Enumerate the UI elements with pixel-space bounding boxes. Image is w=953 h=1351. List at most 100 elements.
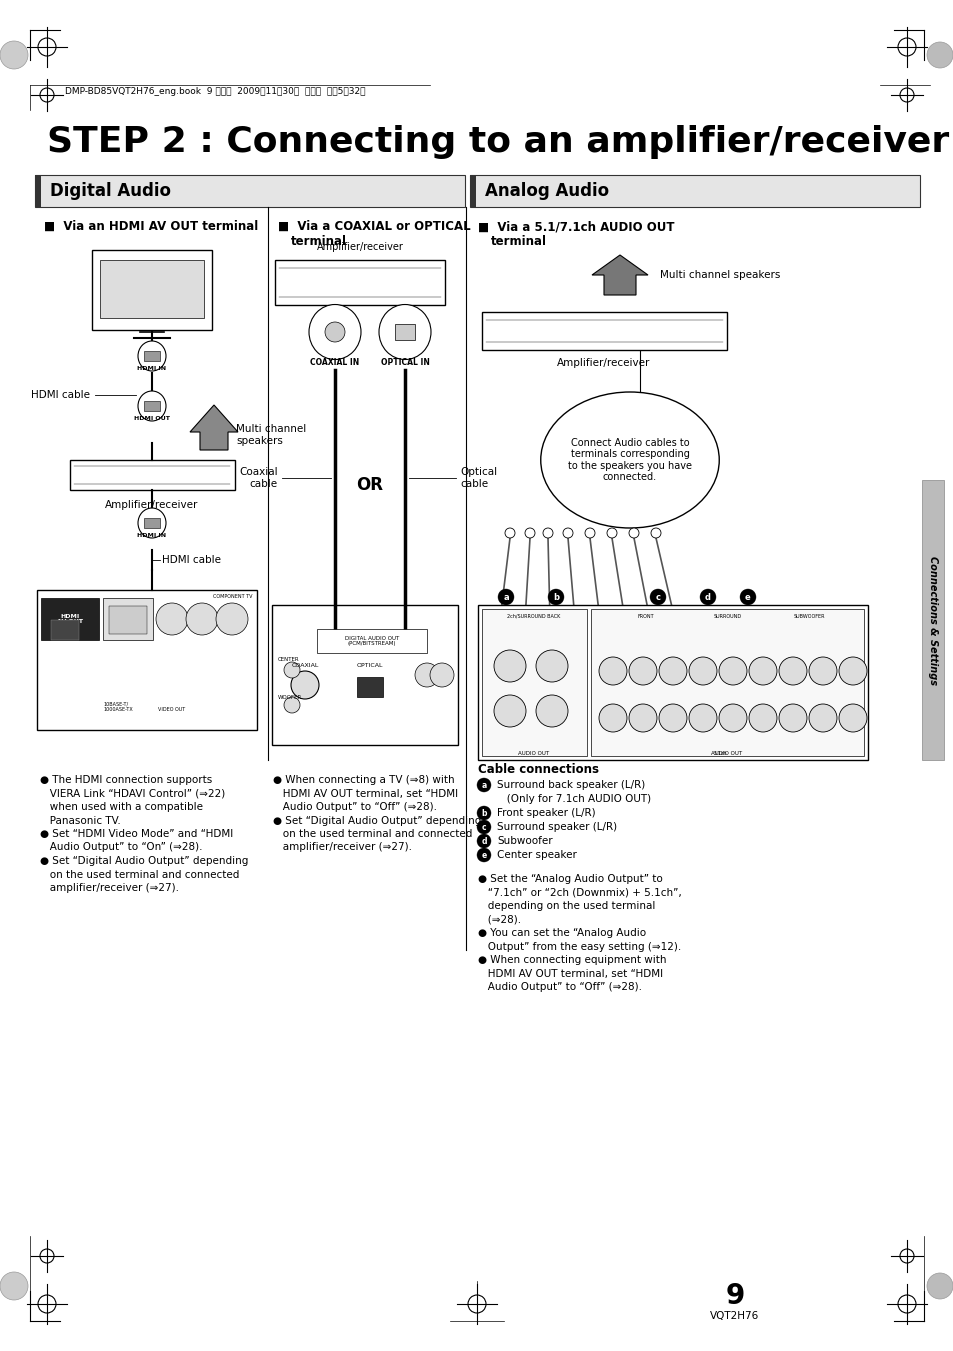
- Circle shape: [598, 704, 626, 732]
- Text: when used with a compatible: when used with a compatible: [40, 802, 203, 812]
- Circle shape: [628, 528, 639, 538]
- Circle shape: [926, 42, 952, 68]
- Ellipse shape: [540, 392, 719, 528]
- Text: Audio Output” to “On” (⇒28).: Audio Output” to “On” (⇒28).: [40, 843, 202, 852]
- Circle shape: [284, 697, 299, 713]
- Circle shape: [476, 848, 491, 862]
- Text: e: e: [744, 593, 750, 601]
- Bar: [470, 176, 476, 207]
- Text: VQT2H76: VQT2H76: [710, 1310, 759, 1321]
- Circle shape: [476, 834, 491, 848]
- Circle shape: [497, 589, 514, 605]
- Polygon shape: [190, 405, 237, 450]
- Circle shape: [649, 589, 665, 605]
- Text: d: d: [480, 836, 486, 846]
- Text: a: a: [481, 781, 486, 789]
- Text: terminal: terminal: [491, 235, 546, 249]
- FancyBboxPatch shape: [481, 609, 586, 757]
- FancyBboxPatch shape: [481, 312, 726, 350]
- FancyBboxPatch shape: [274, 259, 444, 305]
- Text: (Only for 7.1ch AUDIO OUT): (Only for 7.1ch AUDIO OUT): [497, 794, 651, 804]
- Circle shape: [838, 704, 866, 732]
- Circle shape: [719, 657, 746, 685]
- Ellipse shape: [138, 508, 166, 538]
- Text: ● Set the “Analog Audio Output” to: ● Set the “Analog Audio Output” to: [477, 874, 662, 884]
- Text: Front speaker (L/R): Front speaker (L/R): [497, 808, 595, 817]
- Circle shape: [606, 528, 617, 538]
- Bar: [100, 259, 204, 317]
- Text: 10BASE-T/
1000ASE-TX: 10BASE-T/ 1000ASE-TX: [103, 701, 132, 712]
- Text: Subwoofer: Subwoofer: [497, 836, 552, 846]
- Text: on the used terminal and connected: on the used terminal and connected: [273, 830, 472, 839]
- Text: AUDIO OUT: AUDIO OUT: [711, 751, 741, 757]
- Bar: [144, 401, 160, 411]
- FancyBboxPatch shape: [37, 590, 256, 730]
- Text: c: c: [481, 823, 486, 831]
- Bar: [316, 630, 427, 653]
- Circle shape: [536, 694, 567, 727]
- Bar: [51, 620, 79, 640]
- Circle shape: [748, 704, 776, 732]
- Text: Connect Audio cables to
terminals corresponding
to the speakers you have
connect: Connect Audio cables to terminals corres…: [567, 438, 691, 482]
- Text: HDMI cable: HDMI cable: [162, 555, 221, 565]
- Text: CENTER: CENTER: [277, 657, 299, 662]
- Text: Amplifier/receiver: Amplifier/receiver: [316, 242, 403, 253]
- Circle shape: [748, 657, 776, 685]
- Circle shape: [0, 41, 28, 69]
- Bar: [35, 176, 41, 207]
- Bar: [35, 176, 464, 207]
- Text: b: b: [480, 808, 486, 817]
- Text: 9: 9: [724, 1282, 744, 1310]
- Text: HDMI OUT: HDMI OUT: [134, 416, 170, 422]
- Text: ● Set “Digital Audio Output” depending: ● Set “Digital Audio Output” depending: [273, 816, 481, 825]
- Text: ● Set “Digital Audio Output” depending: ● Set “Digital Audio Output” depending: [40, 857, 248, 866]
- Text: 5.1ch: 5.1ch: [713, 751, 726, 757]
- Text: Surround back speaker (L/R): Surround back speaker (L/R): [497, 780, 644, 790]
- Text: WOOFER: WOOFER: [277, 694, 302, 700]
- Text: ■  Via a COAXIAL or OPTICAL: ■ Via a COAXIAL or OPTICAL: [277, 220, 470, 232]
- Text: AUDIO OUT: AUDIO OUT: [517, 751, 549, 757]
- Circle shape: [659, 704, 686, 732]
- Text: LAN: LAN: [121, 616, 135, 621]
- Circle shape: [430, 663, 454, 688]
- Circle shape: [838, 657, 866, 685]
- Text: ● When connecting a TV (⇒8) with: ● When connecting a TV (⇒8) with: [273, 775, 455, 785]
- Text: STEP 2 : Connecting to an amplifier/receiver: STEP 2 : Connecting to an amplifier/rece…: [47, 126, 948, 159]
- Text: c: c: [655, 593, 659, 601]
- Text: COAXIAL: COAXIAL: [291, 663, 318, 667]
- Circle shape: [186, 603, 218, 635]
- Text: d: d: [704, 593, 710, 601]
- Text: (⇒28).: (⇒28).: [477, 915, 520, 924]
- Circle shape: [476, 807, 491, 820]
- Text: Panasonic TV.: Panasonic TV.: [40, 816, 121, 825]
- Text: Audio Output” to “Off” (⇒28).: Audio Output” to “Off” (⇒28).: [273, 802, 436, 812]
- Circle shape: [536, 650, 567, 682]
- Circle shape: [0, 1273, 28, 1300]
- Bar: [109, 607, 147, 634]
- Text: SURROUND: SURROUND: [713, 613, 740, 619]
- Text: OPTICAL IN: OPTICAL IN: [380, 358, 429, 367]
- Text: Amplifier/receiver: Amplifier/receiver: [105, 500, 198, 509]
- Circle shape: [542, 528, 553, 538]
- Text: HDMI IN: HDMI IN: [137, 534, 167, 538]
- FancyBboxPatch shape: [477, 605, 867, 761]
- Bar: [470, 176, 919, 207]
- Text: HDMI cable: HDMI cable: [30, 390, 90, 400]
- Text: HDMI AV OUT terminal, set “HDMI: HDMI AV OUT terminal, set “HDMI: [477, 969, 662, 978]
- Text: Center speaker: Center speaker: [497, 850, 577, 861]
- Text: HDMI IN: HDMI IN: [137, 366, 167, 372]
- Text: Amplifier/receiver: Amplifier/receiver: [557, 358, 650, 367]
- Text: DIGITAL AUDIO OUT
(PCM/BITSTREAM): DIGITAL AUDIO OUT (PCM/BITSTREAM): [345, 635, 398, 646]
- Text: Coaxial
cable: Coaxial cable: [239, 467, 277, 489]
- Text: HDMI
AV OUT: HDMI AV OUT: [57, 613, 83, 624]
- Circle shape: [215, 603, 248, 635]
- Text: HDMI AV OUT terminal, set “HDMI: HDMI AV OUT terminal, set “HDMI: [273, 789, 457, 798]
- Text: on the used terminal and connected: on the used terminal and connected: [40, 870, 239, 880]
- Circle shape: [415, 663, 438, 688]
- Polygon shape: [592, 255, 647, 295]
- Text: “7.1ch” or “2ch (Downmix) + 5.1ch”,: “7.1ch” or “2ch (Downmix) + 5.1ch”,: [477, 888, 681, 897]
- Text: VIERA Link “HDAVI Control” (⇒22): VIERA Link “HDAVI Control” (⇒22): [40, 789, 225, 798]
- Text: ■  Via an HDMI AV OUT terminal: ■ Via an HDMI AV OUT terminal: [44, 220, 258, 232]
- Ellipse shape: [378, 304, 431, 359]
- Circle shape: [659, 657, 686, 685]
